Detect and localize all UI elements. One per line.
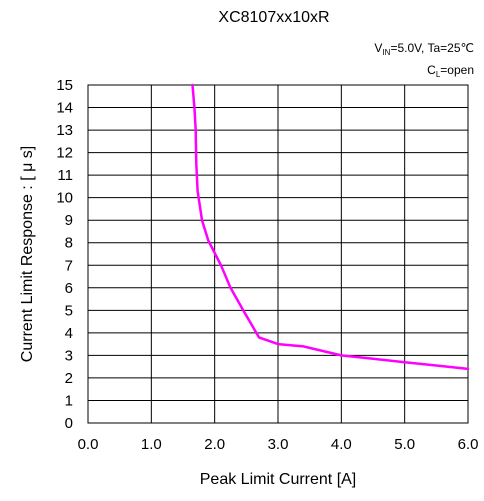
condition-cl-rest: =open bbox=[440, 63, 474, 77]
x-tick-label: 4.0 bbox=[331, 436, 352, 453]
y-tick-label: 3 bbox=[65, 347, 73, 364]
condition-vin-main: V bbox=[374, 41, 382, 55]
series-group bbox=[191, 83, 470, 371]
x-tick-label: 5.0 bbox=[394, 436, 415, 453]
y-tick-label: 11 bbox=[57, 167, 73, 184]
series-line bbox=[191, 83, 470, 371]
y-tick-label: 0 bbox=[65, 415, 73, 432]
y-tick-label: 8 bbox=[65, 235, 73, 252]
condition-vin-ta: VIN=5.0V, Ta=25℃ bbox=[374, 41, 474, 57]
grid bbox=[88, 85, 468, 423]
y-tick-label: 13 bbox=[56, 122, 73, 139]
condition-vin-rest: =5.0V, Ta=25℃ bbox=[390, 41, 474, 55]
y-tick-label: 5 bbox=[65, 302, 73, 319]
x-tick-label: 6.0 bbox=[458, 436, 479, 453]
condition-vin-sub: IN bbox=[382, 48, 390, 57]
y-tick-label: 7 bbox=[65, 257, 73, 274]
y-tick-label: 9 bbox=[65, 212, 73, 229]
x-tick-label: 1.0 bbox=[141, 436, 162, 453]
condition-cl-main: C bbox=[427, 63, 436, 77]
condition-cl: CL=open bbox=[427, 63, 474, 79]
x-tick-label: 2.0 bbox=[204, 436, 225, 453]
x-tick-labels: 0.0 1.0 2.0 3.0 4.0 5.0 6.0 bbox=[78, 436, 479, 453]
y-tick-label: 10 bbox=[56, 190, 73, 207]
y-tick-label: 2 bbox=[65, 370, 73, 387]
chart-title: XC8107xx10xR bbox=[218, 9, 329, 26]
y-tick-label: 6 bbox=[65, 280, 73, 297]
y-tick-label: 4 bbox=[65, 325, 73, 342]
y-tick-label: 15 bbox=[56, 77, 73, 94]
y-tick-label: 14 bbox=[56, 100, 73, 117]
x-tick-label: 0.0 bbox=[78, 436, 99, 453]
plot-frame bbox=[87, 84, 469, 424]
x-axis-label: Peak Limit Current [A] bbox=[200, 471, 357, 488]
x-tick-label: 3.0 bbox=[268, 436, 289, 453]
y-tick-label: 1 bbox=[65, 392, 73, 409]
y-axis-label: Current Limit Response : [ μ s] bbox=[19, 146, 36, 362]
condition-cl-sub: L bbox=[436, 70, 441, 79]
y-tick-label: 12 bbox=[56, 145, 73, 162]
